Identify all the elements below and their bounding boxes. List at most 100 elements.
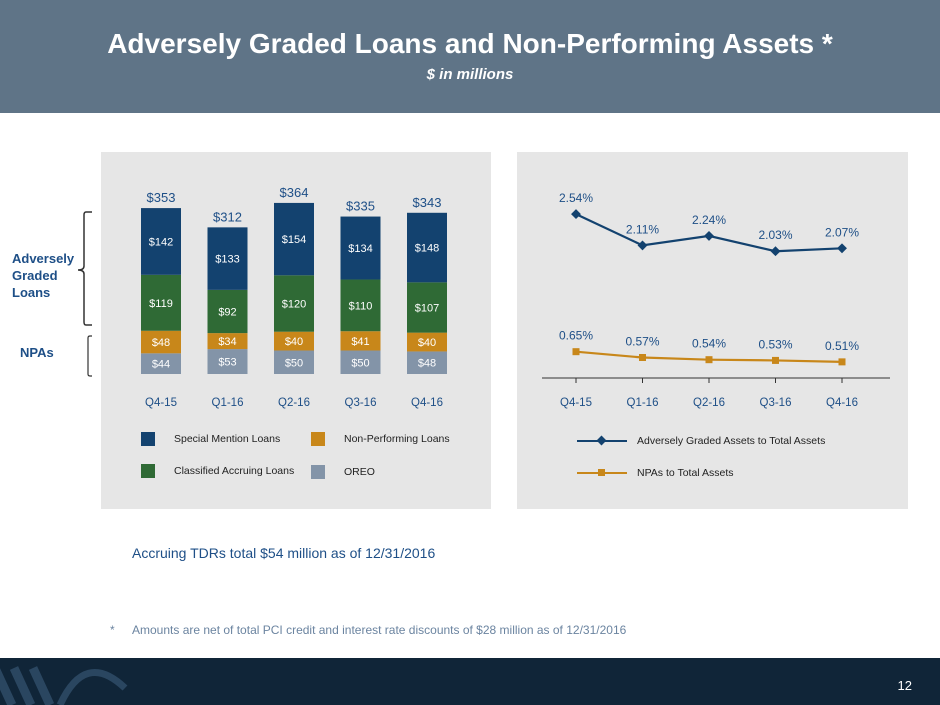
bar-segment <box>207 227 248 290</box>
legend-oreo: OREO <box>311 465 375 479</box>
data-label: 2.03% <box>758 228 792 242</box>
bar-segment <box>274 202 314 276</box>
bar-value-label: $41 <box>351 336 369 348</box>
bar-segment <box>407 212 447 283</box>
x-tick-label: Q1-16 <box>212 397 244 409</box>
x-tick-label: Q4-16 <box>411 397 443 409</box>
data-label: 0.51% <box>825 339 859 353</box>
slide-header <box>0 0 940 113</box>
bar-value-label: $92 <box>218 306 236 318</box>
bar-segment <box>207 349 248 374</box>
data-label: 0.54% <box>692 337 726 351</box>
bar-value-label: $142 <box>149 236 173 248</box>
bar-value-label: $133 <box>215 254 239 266</box>
bar-total-label: $335 <box>346 199 375 214</box>
data-label: 2.11% <box>626 222 659 236</box>
npas-bracket-icon <box>87 335 92 377</box>
adversely-bracket-icon <box>77 211 92 326</box>
bar-segment <box>207 289 248 334</box>
bar-segment <box>141 208 181 275</box>
data-point-diamond <box>637 240 648 251</box>
bar-value-label: $40 <box>285 336 303 348</box>
bar-segment <box>407 332 447 352</box>
company-logo-icon <box>0 666 128 705</box>
legend-swatch-special-mention <box>141 432 155 446</box>
data-point-square <box>572 348 580 356</box>
legend-label: Classified Accruing Loans <box>174 465 295 477</box>
data-point-square <box>639 354 646 362</box>
stacked-bar-chart-panel: $44 $48 $119 $142 $353 Q4-15 $53 $34 $92 $133 $312… <box>101 152 491 509</box>
bar-total-label: $364 <box>280 185 309 200</box>
x-tick-label: Q4-15 <box>145 397 177 409</box>
npas-label: NPAs <box>20 345 54 360</box>
legend-adversely-graded: Adversely Graded Assets to Total Assets <box>577 434 825 448</box>
bar-value-label: $50 <box>351 357 369 369</box>
data-label: 2.07% <box>825 225 859 239</box>
legend-swatch-non-performing <box>311 432 325 446</box>
line-chart-panel: Q4-15 Q1-16 Q2-16 Q3-16 Q4-16 2.54% 2.11% 2.24%… <box>517 152 908 509</box>
x-tick-label: Q2-16 <box>693 397 725 409</box>
bar-value-label: $120 <box>282 299 306 311</box>
slide-title: Adversely Graded Loans and Non-Performin… <box>107 28 833 59</box>
bar-value-label: $40 <box>418 337 436 349</box>
bar-value-label: $154 <box>282 234 306 246</box>
x-tick-label: Q3-16 <box>760 397 792 409</box>
stacked-bar-chart: $44 $48 $119 $142 $353 Q4-15 $53 $34 $92 $133 $312… <box>141 185 447 409</box>
legend-classified-accruing: Classified Accruing Loans <box>141 464 294 478</box>
bar-value-label: $107 <box>415 302 439 314</box>
data-label: 0.57% <box>625 335 659 349</box>
x-tick-label: Q4-16 <box>826 397 858 409</box>
bar-value-label: $110 <box>349 300 373 312</box>
page-number: 12 <box>897 678 912 693</box>
legend-label: Adversely Graded Assets to Total Assets <box>637 435 826 447</box>
bar-value-label: $134 <box>348 243 372 255</box>
legend-label: Non-Performing Loans <box>344 433 450 445</box>
bar-value-label: $50 <box>285 357 303 369</box>
legend-label: Special Mention Loans <box>174 433 281 445</box>
bar-segment <box>141 353 181 374</box>
bar-segment <box>141 274 181 331</box>
bar-segment <box>407 282 447 333</box>
slide-footer <box>0 658 940 705</box>
bar-segment <box>141 330 181 354</box>
legend-special-mention: Special Mention Loans <box>141 432 280 446</box>
bar-segment <box>274 275 314 332</box>
bar-segment <box>274 331 314 351</box>
data-point-square <box>705 356 713 364</box>
data-label: 2.54% <box>559 191 593 205</box>
legend-line-square-icon <box>577 466 627 480</box>
x-tick-label: Q1-16 <box>627 397 659 409</box>
bar-value-label: $44 <box>152 359 170 371</box>
data-point-square <box>838 358 846 366</box>
bar-segment <box>340 279 381 332</box>
bar-segment <box>340 216 381 280</box>
bar-value-label: $53 <box>218 357 236 369</box>
line-chart: Q4-15 Q1-16 Q2-16 Q3-16 Q4-16 2.54% 2.11% 2.24%… <box>542 191 890 409</box>
bar-segment <box>340 331 381 351</box>
bar-value-label: $48 <box>152 337 170 349</box>
bar-value-label: $34 <box>218 336 236 348</box>
legend-line-diamond-icon <box>577 434 627 448</box>
bar-total-label: $312 <box>213 209 242 224</box>
footnote-text: Amounts are net of total PCI credit and … <box>132 623 627 637</box>
side-brackets <box>77 211 92 377</box>
bar-segment <box>274 350 314 374</box>
data-label: 0.53% <box>758 337 792 351</box>
data-label: 2.24% <box>692 213 726 227</box>
legend-swatch-oreo <box>311 465 325 479</box>
bar-value-label: $119 <box>149 298 173 310</box>
adversely-graded-loans-label: Adversely Graded Loans <box>12 251 75 300</box>
bar-segment <box>407 351 447 374</box>
bar-value-label: $148 <box>415 243 439 255</box>
footnote-marker: * <box>110 623 115 637</box>
bar-segment <box>340 350 381 374</box>
data-point-diamond <box>837 243 847 254</box>
slide-subtitle: $ in millions <box>426 66 514 83</box>
x-tick-label: Q2-16 <box>278 397 310 409</box>
legend-npas: NPAs to Total Assets <box>577 466 734 480</box>
bar-value-label: $48 <box>418 358 436 370</box>
x-tick-label: Q3-16 <box>345 397 377 409</box>
data-label: 0.65% <box>559 329 593 343</box>
legend-label: OREO <box>344 466 375 478</box>
bar-total-label: $343 <box>413 195 442 210</box>
